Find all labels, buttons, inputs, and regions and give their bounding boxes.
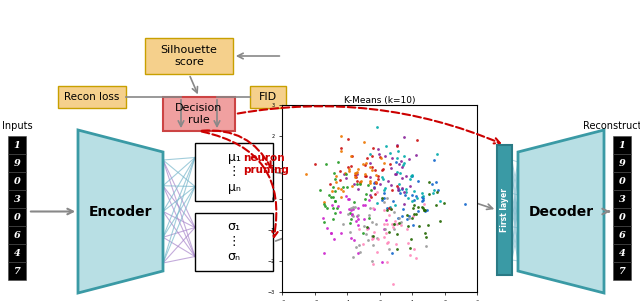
Text: 0: 0	[13, 176, 20, 185]
Bar	[58, 86, 126, 108]
Text: 4: 4	[13, 249, 20, 257]
Text: 0: 0	[619, 176, 625, 185]
Text: Reconstructions: Reconstructions	[583, 121, 640, 131]
Bar	[8, 172, 26, 190]
Text: 9: 9	[13, 159, 20, 167]
Text: Decision
rule: Decision rule	[175, 103, 223, 125]
Bar	[613, 208, 631, 226]
Text: 4: 4	[619, 249, 625, 257]
Bar	[613, 154, 631, 172]
Text: σ₁
⋮
σₙ: σ₁ ⋮ σₙ	[227, 221, 241, 263]
Bar	[613, 262, 631, 280]
Bar	[370, 168, 458, 226]
Bar	[613, 136, 631, 154]
Bar	[8, 244, 26, 262]
Bar	[8, 154, 26, 172]
Polygon shape	[78, 130, 163, 293]
Text: Encoder: Encoder	[89, 204, 152, 219]
Text: 7: 7	[13, 266, 20, 275]
Text: Recon loss: Recon loss	[64, 92, 120, 102]
Bar	[613, 226, 631, 244]
Bar	[145, 38, 233, 74]
Text: First layer: First layer	[500, 188, 509, 232]
Bar	[163, 97, 235, 131]
Bar	[613, 190, 631, 208]
Text: 3: 3	[13, 194, 20, 203]
Text: 0: 0	[619, 213, 625, 222]
Text: μ₁
⋮
μₙ: μ₁ ⋮ μₙ	[228, 150, 241, 194]
Bar	[613, 172, 631, 190]
Bar	[195, 143, 273, 201]
Text: 6: 6	[13, 231, 20, 240]
Text: z₁,..., zₙ: z₁,..., zₙ	[390, 191, 438, 203]
Bar	[195, 213, 273, 271]
Text: FID: FID	[259, 92, 277, 102]
Text: 0: 0	[13, 213, 20, 222]
Text: 9: 9	[619, 159, 625, 167]
Text: 1: 1	[619, 141, 625, 150]
Text: Silhouette
score: Silhouette score	[161, 45, 218, 67]
Text: 6: 6	[619, 231, 625, 240]
Bar	[8, 136, 26, 154]
Text: 7: 7	[619, 266, 625, 275]
Bar	[613, 244, 631, 262]
Bar	[8, 208, 26, 226]
Text: Decoder: Decoder	[529, 204, 593, 219]
Polygon shape	[518, 130, 604, 293]
Bar	[497, 145, 512, 275]
Bar	[250, 86, 286, 108]
Text: neuron
pruning: neuron pruning	[243, 153, 289, 175]
Text: 1: 1	[13, 141, 20, 150]
Bar	[8, 262, 26, 280]
Text: 3: 3	[619, 194, 625, 203]
Bar	[8, 226, 26, 244]
Bar	[8, 190, 26, 208]
Text: Inputs: Inputs	[2, 121, 32, 131]
